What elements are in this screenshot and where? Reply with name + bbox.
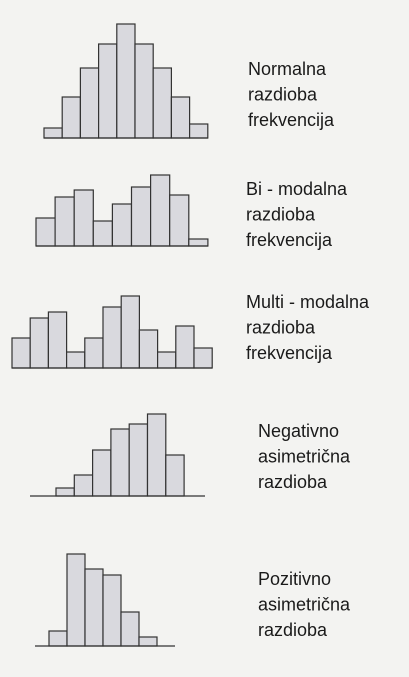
- bar: [61, 96, 82, 139]
- bar: [134, 43, 154, 139]
- chart-label: Normalna: [248, 59, 327, 79]
- bar: [175, 325, 195, 369]
- bar: [79, 67, 100, 139]
- bar: [189, 123, 209, 139]
- chart-label: razdioba: [246, 317, 316, 337]
- chart-label: Multi - modalna: [246, 292, 370, 312]
- bar: [73, 189, 94, 247]
- bar: [169, 194, 190, 247]
- bar: [84, 568, 104, 647]
- chart-label: Negativno: [258, 421, 339, 441]
- bar: [128, 423, 149, 497]
- chart-label: Bi - modalna: [246, 179, 348, 199]
- bar: [170, 96, 191, 139]
- bar: [66, 553, 86, 647]
- bar: [138, 329, 159, 369]
- bar: [35, 217, 56, 247]
- chart-label: razdioba: [258, 620, 328, 640]
- bar: [97, 43, 118, 139]
- bar: [146, 413, 167, 497]
- chart-label: asimetrična: [258, 594, 351, 614]
- bar: [157, 351, 177, 369]
- bar: [188, 238, 209, 247]
- bar: [150, 174, 171, 247]
- bar: [65, 351, 86, 369]
- chart-label: frekvencija: [248, 110, 335, 130]
- bar: [120, 611, 140, 647]
- bar: [193, 347, 213, 369]
- chart-label: asimetrična: [258, 446, 351, 466]
- bar: [84, 337, 104, 369]
- bar: [102, 574, 122, 647]
- bar: [116, 23, 136, 139]
- chart-label: Pozitivno: [258, 569, 331, 589]
- chart-label: razdioba: [248, 84, 318, 104]
- bar: [152, 67, 172, 139]
- bar: [54, 196, 75, 247]
- bar: [43, 127, 63, 139]
- bar: [29, 317, 50, 369]
- bar: [111, 203, 133, 247]
- bar: [92, 220, 114, 247]
- bar: [73, 474, 94, 497]
- chart-label: razdioba: [258, 472, 328, 492]
- bar: [48, 630, 68, 647]
- chart-label: razdioba: [246, 204, 316, 224]
- chart-label: frekvencija: [246, 343, 333, 363]
- chart-label: frekvencija: [246, 230, 333, 250]
- bar: [102, 306, 122, 369]
- bar: [138, 636, 158, 647]
- bar: [11, 337, 31, 369]
- bar: [165, 454, 185, 497]
- bar: [91, 449, 112, 497]
- bar: [110, 428, 130, 497]
- bar: [130, 186, 152, 247]
- bar: [47, 311, 68, 369]
- bar: [120, 295, 140, 369]
- bar: [55, 487, 75, 497]
